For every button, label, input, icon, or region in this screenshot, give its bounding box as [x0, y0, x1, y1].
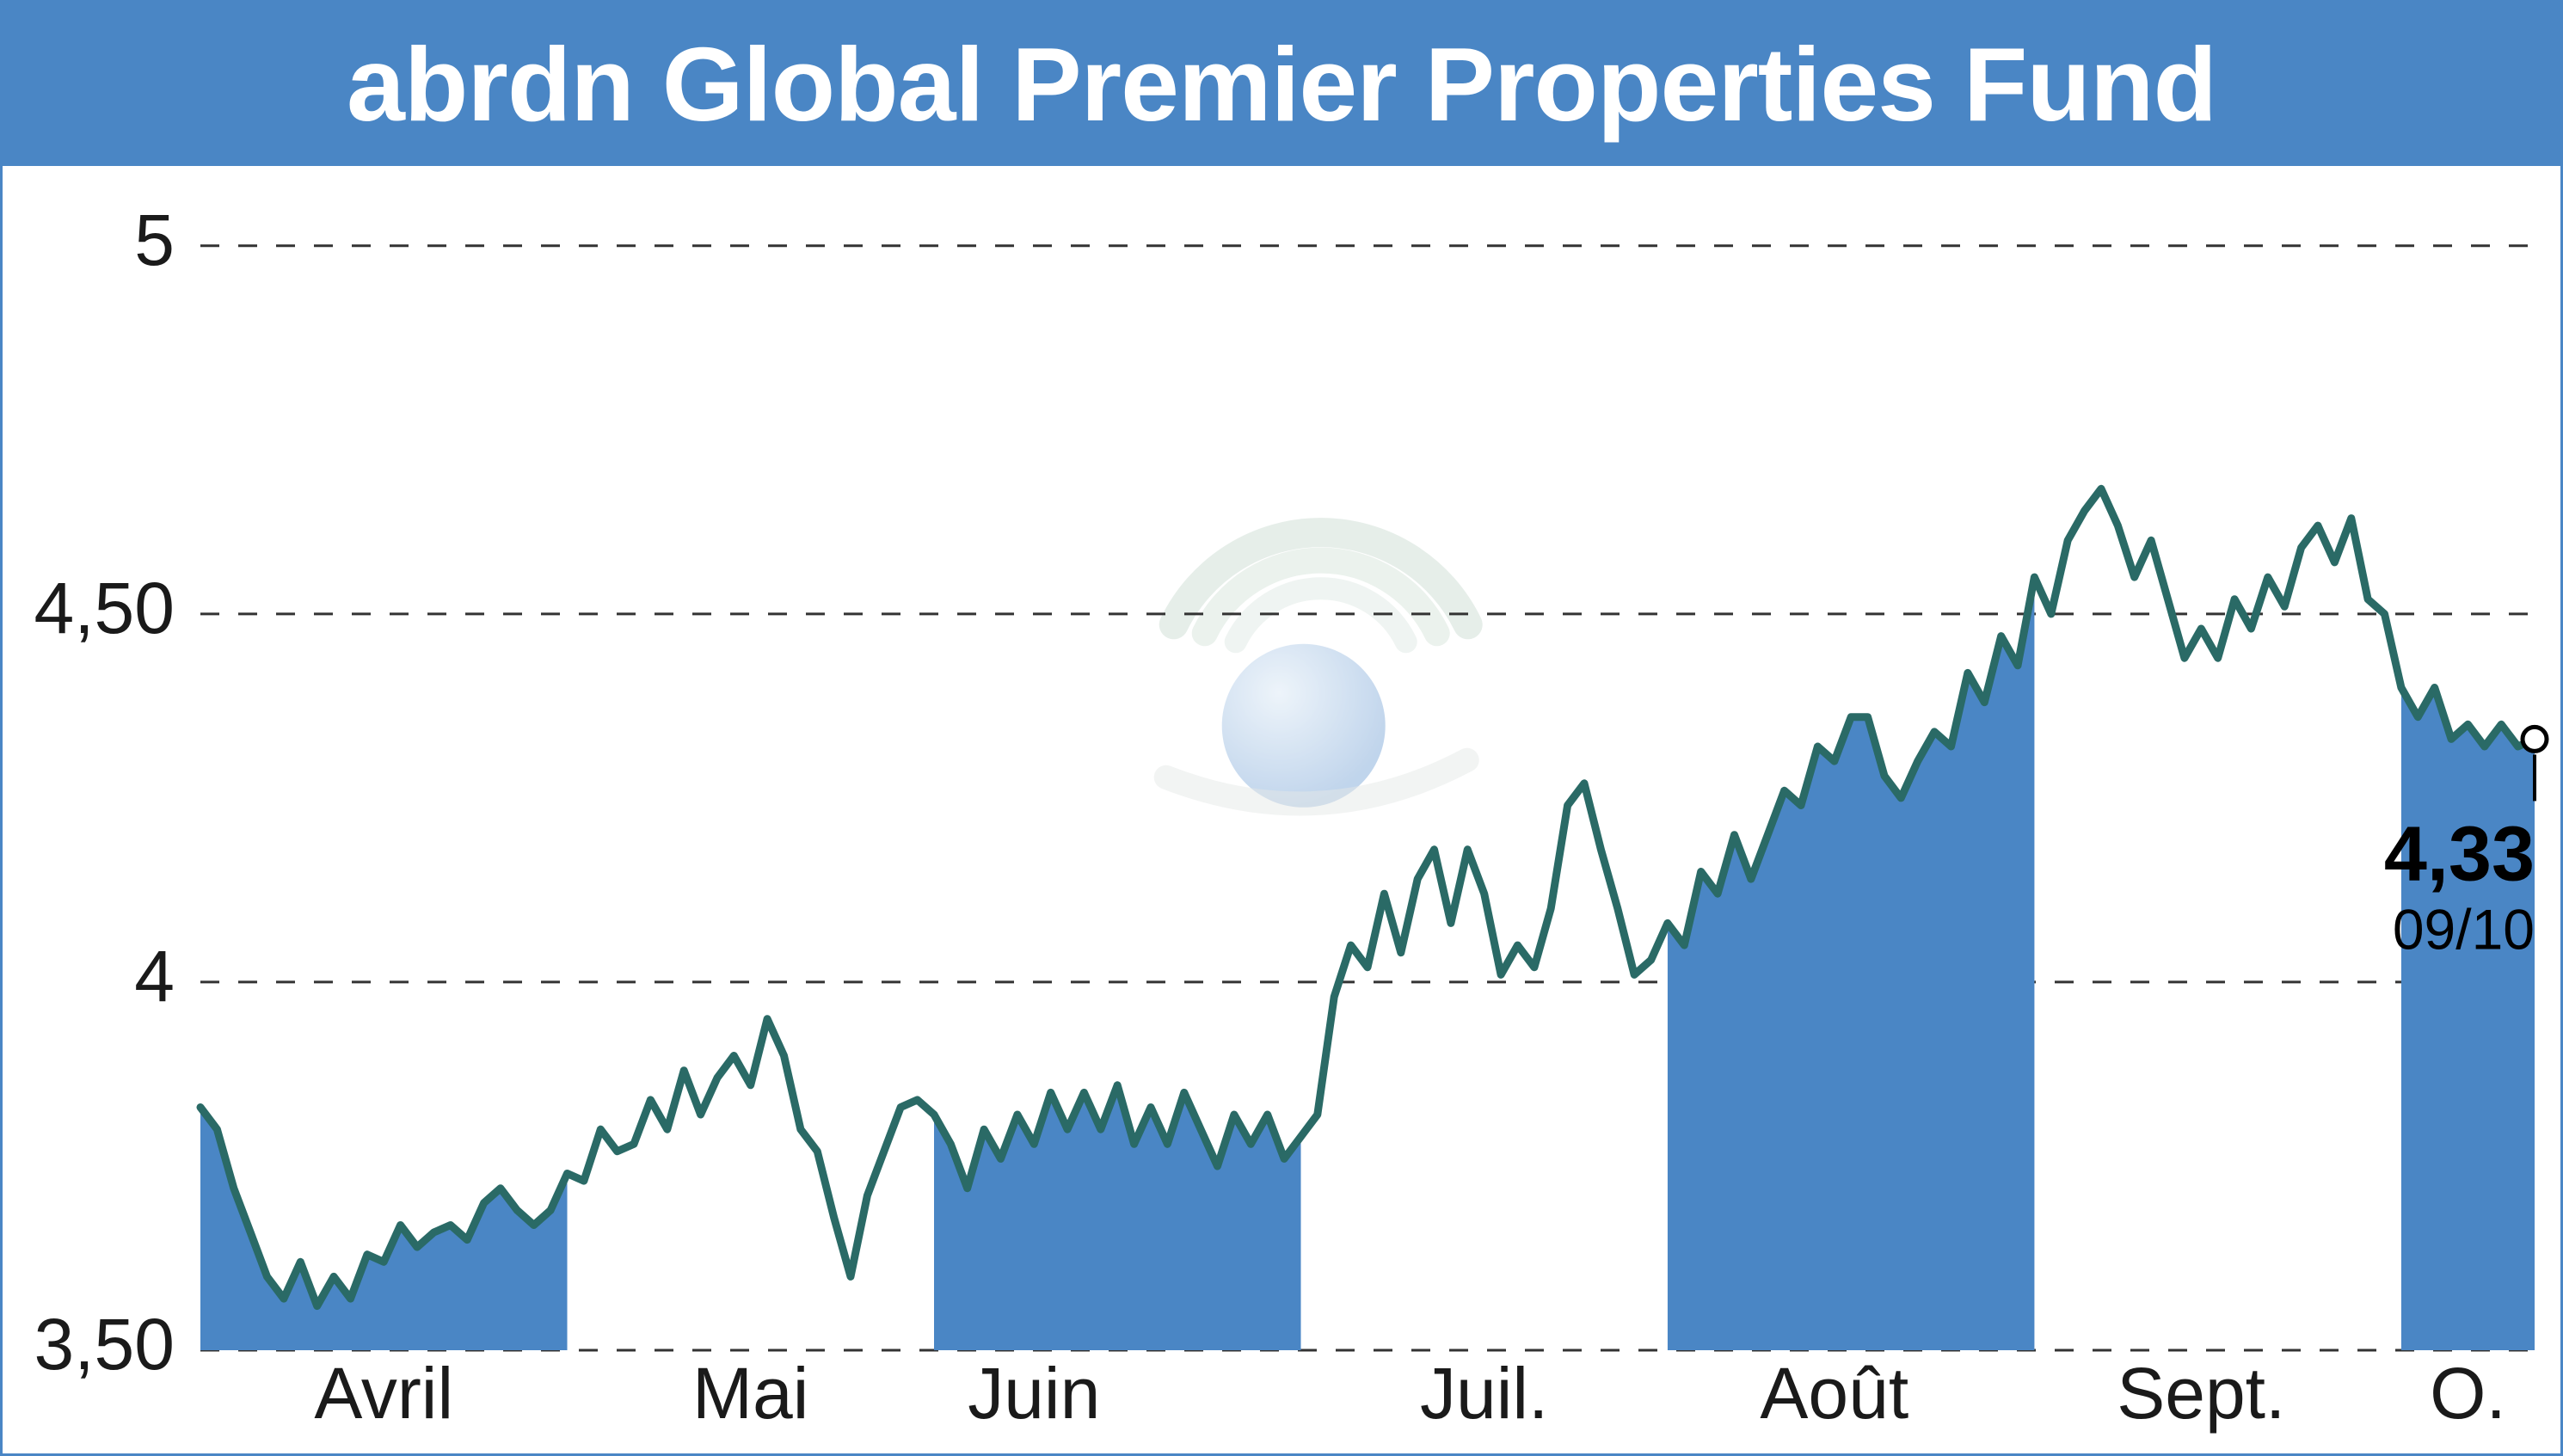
x-axis-label: Mai [692, 1353, 808, 1434]
last-date-label: 09/10 [2393, 897, 2535, 961]
x-axis-label: Sept. [2117, 1353, 2285, 1434]
x-axis-label: Août [1760, 1353, 1908, 1434]
y-axis-label: 4,50 [34, 568, 175, 648]
chart-svg: 5 4,50 4 3,50 4,3309/10 Avril Mai Juin Juil. Août… [3, 166, 2560, 1453]
chart-title: abrdn Global Premier Properties Fund [347, 24, 2216, 144]
x-axis-label: Juin [968, 1353, 1100, 1434]
chart-area: 5 4,50 4 3,50 4,3309/10 Avril Mai Juin Juil. Août… [3, 166, 2560, 1453]
y-axis-label: 5 [134, 200, 175, 280]
x-axis-label: Avril [314, 1353, 453, 1434]
y-axis-label: 3,50 [34, 1304, 175, 1385]
chart-container: abrdn Global Premier Properties Fund 5 4,… [0, 0, 2563, 1456]
watermark [1166, 532, 1468, 808]
x-axis-label: O. [2430, 1353, 2506, 1434]
last-value-label: 4,33 [2384, 811, 2535, 897]
title-bar: abrdn Global Premier Properties Fund [3, 3, 2560, 166]
y-axis-label: 4 [134, 936, 175, 1017]
last-point-marker [2523, 727, 2547, 751]
x-axis-label: Juil. [1420, 1353, 1548, 1434]
area-band [200, 488, 2535, 1350]
